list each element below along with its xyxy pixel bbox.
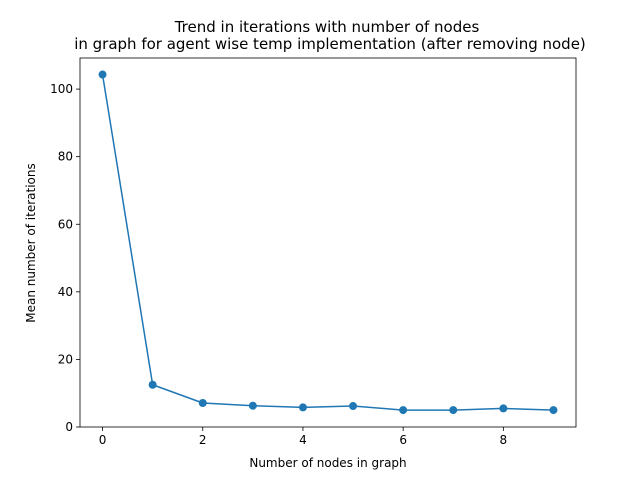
x-axis-label: Number of nodes in graph	[249, 456, 406, 470]
plot-area	[79, 57, 577, 428]
y-tick-label: 100	[50, 82, 73, 96]
data-point	[349, 402, 358, 411]
data-point	[499, 404, 508, 413]
x-tick-label: 0	[99, 433, 107, 447]
y-tick-label: 80	[58, 150, 73, 164]
x-tick-label: 8	[500, 433, 508, 447]
data-point	[449, 406, 458, 415]
chart-title-line-1: Trend in iterations with number of nodes	[174, 18, 480, 36]
y-tick-label: 60	[58, 217, 73, 231]
chart-title-line-2: in graph for agent wise temp implementat…	[74, 35, 586, 53]
y-tick-label: 20	[58, 352, 73, 366]
axes-frame	[79, 57, 577, 428]
series-line	[101, 73, 555, 411]
y-tick-label: 0	[65, 420, 73, 434]
data-point	[148, 380, 157, 389]
y-tick-label: 40	[58, 285, 73, 299]
data-point	[549, 406, 558, 415]
x-tick-label: 2	[199, 433, 207, 447]
y-axis-label: Mean number of iterations	[24, 163, 38, 323]
data-point	[399, 406, 408, 415]
data-point	[198, 399, 207, 408]
x-tick-label: 6	[399, 433, 407, 447]
x-tick-label: 4	[299, 433, 307, 447]
data-point	[98, 70, 107, 79]
data-point	[298, 403, 307, 412]
data-point	[248, 401, 257, 410]
